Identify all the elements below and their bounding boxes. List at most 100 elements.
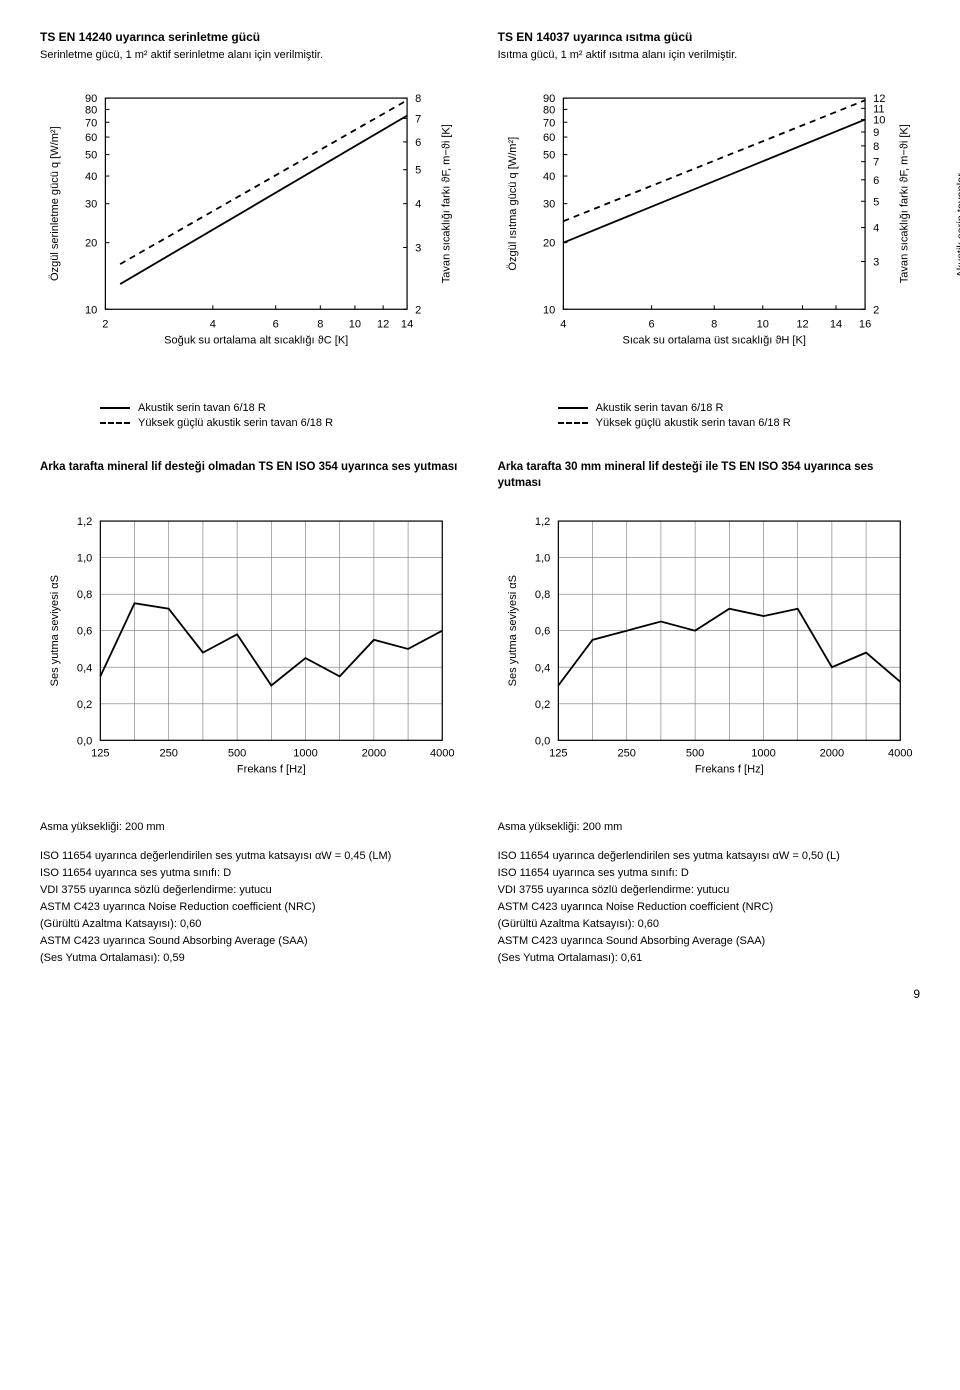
svg-text:12: 12	[873, 93, 885, 105]
svg-text:30: 30	[543, 199, 555, 211]
svg-text:8: 8	[317, 319, 323, 331]
svg-text:2: 2	[102, 319, 108, 331]
svg-text:Soğuk su ortalama alt sıcaklığ: Soğuk su ortalama alt sıcaklığı ϑC [K]	[164, 335, 348, 347]
svg-text:0,2: 0,2	[535, 699, 550, 711]
spec-line: (Gürültü Azaltma Katsayısı): 0,60	[40, 916, 462, 933]
svg-text:250: 250	[160, 748, 178, 760]
svg-text:1,2: 1,2	[77, 516, 92, 528]
cooling-legend: Akustik serin tavan 6/18 R Yüksek güçlü …	[40, 402, 462, 429]
svg-text:10: 10	[85, 305, 97, 317]
svg-text:1000: 1000	[751, 748, 776, 760]
svg-text:125: 125	[549, 748, 567, 760]
footer-left-lines: ISO 11654 uyarınca değerlendirilen ses y…	[40, 848, 462, 967]
svg-text:10: 10	[756, 319, 768, 331]
footer-row: Asma yüksekliği: 200 mm ISO 11654 uyarın…	[40, 819, 920, 967]
svg-text:70: 70	[543, 118, 555, 130]
svg-text:40: 40	[543, 171, 555, 183]
svg-text:6: 6	[873, 175, 879, 187]
svg-text:Özgül serinletme gücü q [W/m²: Özgül serinletme gücü q [W/m²]	[49, 127, 61, 282]
svg-text:60: 60	[85, 132, 97, 144]
spec-line: ISO 11654 uyarınca ses yutma sınıfı: D	[40, 865, 462, 882]
svg-text:1,2: 1,2	[535, 516, 550, 528]
svg-text:90: 90	[543, 93, 555, 105]
footer-right: Asma yüksekliği: 200 mm ISO 11654 uyarın…	[498, 819, 920, 967]
svg-text:Frekans f [Hz]: Frekans f [Hz]	[695, 764, 764, 776]
top-left: TS EN 14240 uyarınca serinletme gücü Ser…	[40, 30, 462, 63]
svg-text:40: 40	[85, 171, 97, 183]
svg-text:Ses yutma seviyesi αS: Ses yutma seviyesi αS	[507, 575, 519, 686]
footer-left-h: Asma yüksekliği: 200 mm	[40, 819, 462, 836]
legend-item: Akustik serin tavan 6/18 R	[558, 402, 920, 414]
svg-text:80: 80	[85, 105, 97, 117]
heating-legend: Akustik serin tavan 6/18 R Yüksek güçlü …	[498, 402, 920, 429]
svg-text:14: 14	[829, 319, 841, 331]
legend-item: Yüksek güçlü akustik serin tavan 6/18 R	[558, 417, 920, 429]
svg-text:6: 6	[273, 319, 279, 331]
footer-right-h: Asma yüksekliği: 200 mm	[498, 819, 920, 836]
svg-text:1,0: 1,0	[77, 553, 92, 565]
absorption-charts-row: 0,00,20,40,60,81,01,21252505001000200040…	[40, 509, 920, 794]
svg-text:5: 5	[873, 197, 879, 209]
solid-line-icon	[100, 407, 130, 409]
svg-text:1,0: 1,0	[535, 553, 550, 565]
power-charts-row: 10203040506070809023456782468101214Soğuk…	[40, 83, 920, 432]
top-titles: TS EN 14240 uyarınca serinletme gücü Ser…	[40, 30, 920, 63]
legend-item: Akustik serin tavan 6/18 R	[100, 402, 462, 414]
top-right: TS EN 14037 uyarınca ısıtma gücü Isıtma …	[498, 30, 920, 63]
svg-text:250: 250	[617, 748, 635, 760]
svg-text:20: 20	[85, 238, 97, 250]
svg-text:500: 500	[228, 748, 246, 760]
svg-text:0,0: 0,0	[77, 735, 92, 747]
svg-text:4: 4	[560, 319, 566, 331]
svg-text:Tavan sıcaklığı farkı ϑF, m−ϑ: Tavan sıcaklığı farkı ϑF, m−ϑi [K]	[440, 125, 452, 284]
spec-line: ISO 11654 uyarınca değerlendirilen ses y…	[40, 848, 462, 865]
svg-text:1000: 1000	[293, 748, 318, 760]
spec-line: (Gürültü Azaltma Katsayısı): 0,60	[498, 916, 920, 933]
svg-text:8: 8	[415, 93, 421, 105]
svg-text:50: 50	[543, 150, 555, 162]
cooling-title: TS EN 14240 uyarınca serinletme gücü	[40, 30, 462, 44]
svg-text:12: 12	[377, 319, 389, 331]
spec-line: ASTM C423 uyarınca Noise Reduction coeff…	[498, 899, 920, 916]
svg-text:90: 90	[85, 93, 97, 105]
svg-text:Ses yutma seviyesi αS: Ses yutma seviyesi αS	[49, 575, 61, 686]
heating-chart-svg: 1020304050607080902345678910111246810121…	[498, 83, 920, 385]
svg-text:12: 12	[796, 319, 808, 331]
cooling-chart: 10203040506070809023456782468101214Soğuk…	[40, 83, 462, 432]
svg-text:30: 30	[85, 199, 97, 211]
svg-text:Özgül ısıtma gücü q [W/m²]: Özgül ısıtma gücü q [W/m²]	[507, 137, 519, 271]
svg-text:0,6: 0,6	[535, 626, 550, 638]
svg-text:16: 16	[859, 319, 871, 331]
spec-line: VDI 3755 uyarınca sözlü değerlendirme: y…	[498, 882, 920, 899]
svg-text:6: 6	[648, 319, 654, 331]
svg-text:Sıcak su ortalama üst sıcaklığ: Sıcak su ortalama üst sıcaklığı ϑH [K]	[622, 335, 805, 347]
svg-text:10: 10	[873, 115, 885, 127]
mid-titles: Arka tarafta mineral lif desteği olmadan…	[40, 460, 920, 491]
abs-chart-right: 0,00,20,40,60,81,01,21252505001000200040…	[498, 509, 920, 794]
svg-text:2: 2	[415, 305, 421, 317]
svg-text:0,8: 0,8	[77, 589, 92, 601]
spec-line: VDI 3755 uyarınca sözlü değerlendirme: y…	[40, 882, 462, 899]
svg-text:20: 20	[543, 238, 555, 250]
svg-text:0,2: 0,2	[77, 699, 92, 711]
svg-text:8: 8	[711, 319, 717, 331]
heating-chart: 1020304050607080902345678910111246810121…	[498, 83, 920, 432]
svg-text:4000: 4000	[888, 748, 913, 760]
svg-text:Tavan sıcaklığı farkı ϑF, m−ϑ: Tavan sıcaklığı farkı ϑF, m−ϑi [K]	[898, 125, 910, 284]
spec-line: ISO 11654 uyarınca değerlendirilen ses y…	[498, 848, 920, 865]
footer-left: Asma yüksekliği: 200 mm ISO 11654 uyarın…	[40, 819, 462, 967]
svg-text:7: 7	[873, 157, 879, 169]
svg-text:7: 7	[415, 114, 421, 126]
mid-right: Arka tarafta 30 mm mineral lif desteği i…	[498, 460, 920, 491]
spec-line: ASTM C423 uyarınca Sound Absorbing Avera…	[498, 933, 920, 950]
svg-text:2: 2	[873, 305, 879, 317]
svg-text:14: 14	[401, 319, 413, 331]
svg-text:11: 11	[873, 104, 884, 116]
cooling-sub: Serinletme gücü, 1 m² aktif serinletme a…	[40, 48, 462, 63]
dashed-line-icon	[558, 422, 588, 424]
page-number: 9	[40, 987, 920, 1001]
abs-right-svg: 0,00,20,40,60,81,01,21252505001000200040…	[498, 509, 920, 791]
svg-text:9: 9	[873, 127, 879, 139]
svg-text:8: 8	[873, 141, 879, 153]
svg-text:2000: 2000	[362, 748, 387, 760]
